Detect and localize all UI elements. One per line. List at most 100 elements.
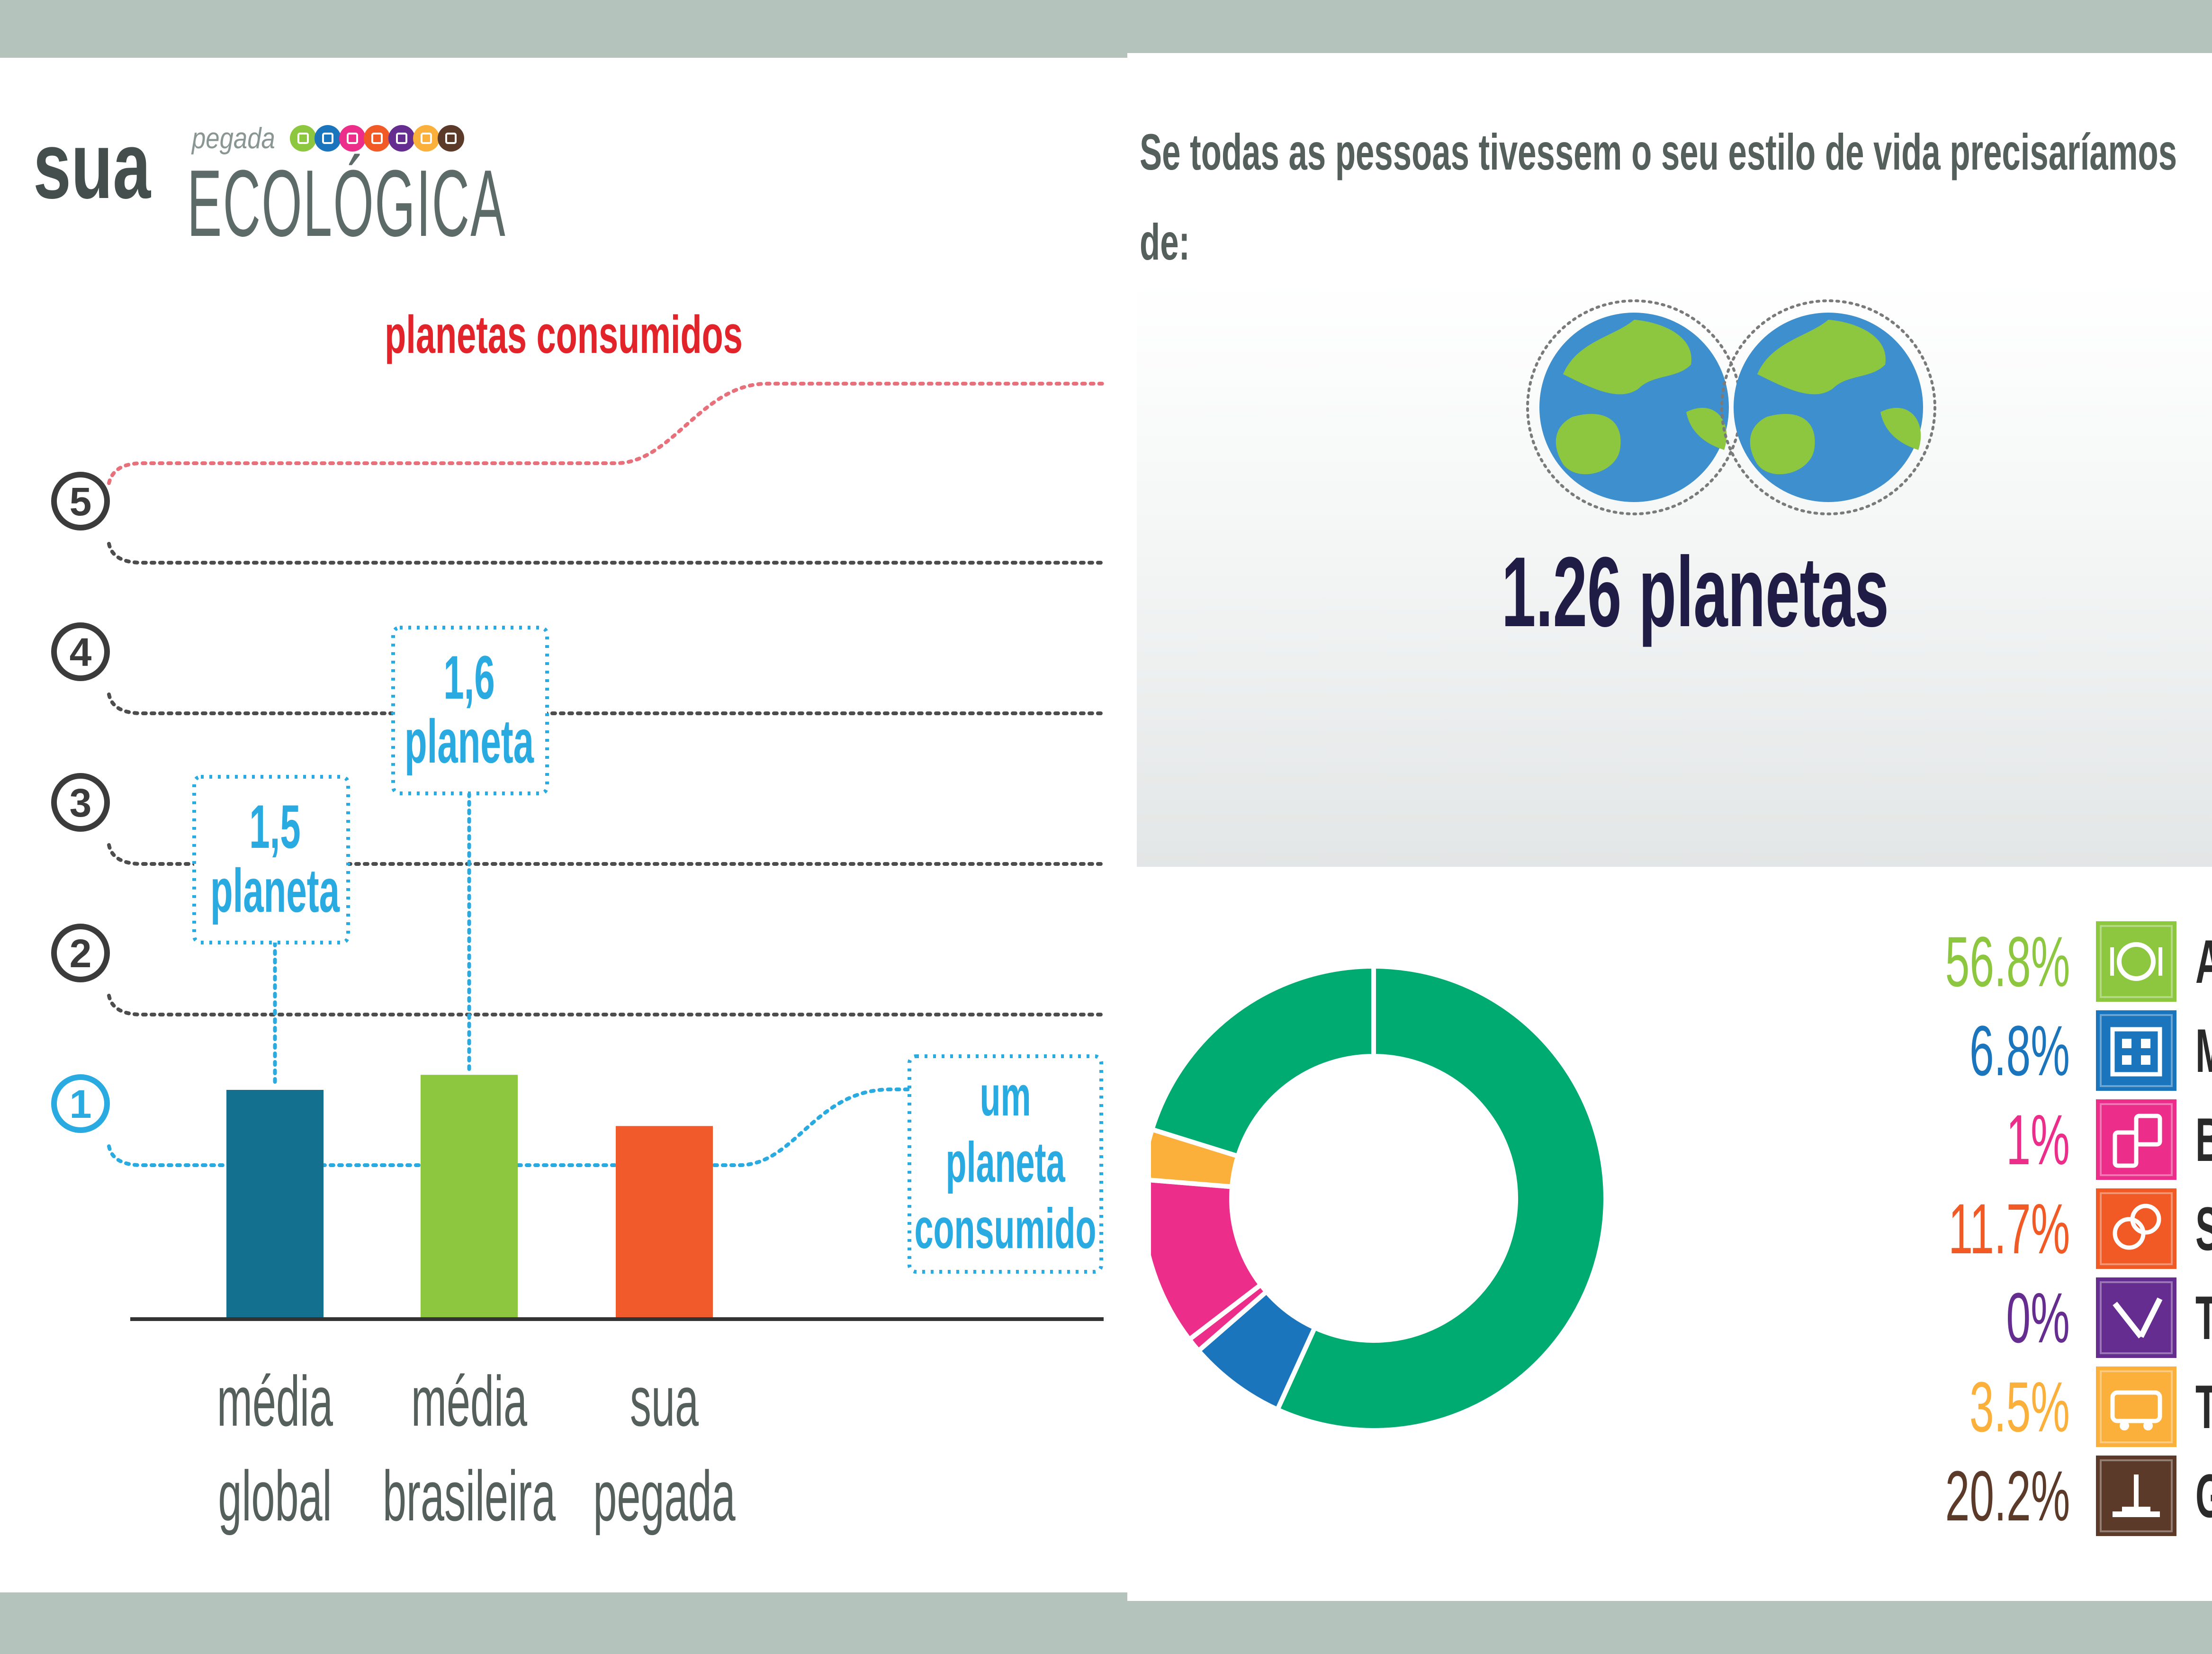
donut-slice-alimentação <box>1274 964 1608 1433</box>
legend-row-transporte: 3.5% Transporte <box>1686 1366 2212 1447</box>
callout-box <box>391 626 549 795</box>
government-icon <box>2096 1456 2176 1536</box>
bottom-band-right <box>1127 1601 2212 1654</box>
legend-percent: 0% <box>2006 1278 2070 1357</box>
legend-category-label: Bens <box>2195 1099 2212 1180</box>
y-tick-label: 4 <box>70 630 92 674</box>
y-tick-circle <box>51 773 110 832</box>
category-label: média <box>217 1362 333 1441</box>
legend-percent: 20.2% <box>1945 1456 2070 1536</box>
reference-box <box>908 1054 1103 1274</box>
legend-row-governo: 20.2% Governo <box>1686 1456 2212 1536</box>
logo-dot <box>315 125 341 152</box>
legend-percent: 11.7% <box>1948 1189 2070 1268</box>
chart-title: planetas consumidos <box>385 306 743 365</box>
plate-icon <box>2096 921 2176 1002</box>
callout-label: planeta <box>405 707 534 776</box>
gridline-3 <box>107 843 1106 866</box>
bar-2 <box>421 1075 518 1319</box>
tobacco-icon <box>2096 1277 2176 1358</box>
globe-land <box>1757 320 1886 395</box>
logo-dot <box>438 125 464 152</box>
legend-percent: 6.8% <box>1969 1011 2070 1090</box>
logo-dot-glyph <box>445 133 457 144</box>
y-tick-label: 1 <box>70 1082 92 1126</box>
reference-label: um <box>980 1064 1031 1128</box>
y-tick-circle <box>51 1074 110 1133</box>
planet-globe <box>1526 299 1742 515</box>
legend-category-label: Transporte <box>2195 1366 2212 1447</box>
gridline-5 <box>107 542 1106 565</box>
logo-dot <box>388 125 415 152</box>
donut-slice-serviço <box>1151 1178 1264 1343</box>
legend-row-bens: 1% Bens <box>1686 1099 2212 1180</box>
legend-row-serviço: 11.7% Serviço <box>1686 1188 2212 1269</box>
logo-icons <box>289 119 478 157</box>
y-tick-circle <box>51 622 110 681</box>
top-band-right <box>1127 0 2212 53</box>
legend-category-label: Alimentação <box>2195 921 2212 1002</box>
legend-percent: 56.8% <box>1945 922 2070 1001</box>
callout-label: 1,5 <box>249 792 300 861</box>
logo-dot-glyph <box>322 133 333 144</box>
callout-box <box>192 775 350 944</box>
globe-land <box>1686 408 1727 450</box>
bar-1 <box>226 1090 324 1319</box>
planet-globe <box>1720 299 1936 515</box>
y-tick-label: 2 <box>70 931 92 976</box>
donut-slice-governo <box>1151 964 1376 1160</box>
legend-category-label: Governo <box>2195 1456 2212 1536</box>
goods-icon <box>2096 1099 2176 1180</box>
headline-line1: Se todas as pessoas tivessem o seu estil… <box>1140 123 2177 180</box>
globe-orbit <box>1720 299 1936 515</box>
logo-ecologica-text: ECOLÓGICA <box>187 151 506 256</box>
logo-dot <box>364 125 390 152</box>
logo-dot <box>339 125 366 152</box>
footprint-comparison-panel: sua pegada ECOLÓGICA planetas consumidos… <box>33 113 1106 1536</box>
bar-3 <box>616 1126 713 1319</box>
logo-dot <box>413 125 440 152</box>
legend-row-moradia: 6.8% Moradia <box>1686 1010 2212 1091</box>
category-label: global <box>218 1456 332 1536</box>
logo-sua-text: sua <box>33 113 151 218</box>
globe-land <box>1556 414 1621 475</box>
legend-row-alimentação: 56.8% Alimentação <box>1686 921 2212 1002</box>
planets-bar-chart: planetas consumidos 1 2 3 4 5 média global média… <box>51 306 1106 1536</box>
logo-dot-glyph <box>421 133 432 144</box>
logo-pegada-text: pegada <box>192 122 275 155</box>
category-label: sua <box>630 1362 699 1441</box>
logo-dot-glyph <box>396 133 407 144</box>
top-band-left <box>0 0 1127 58</box>
reference-label: planeta <box>945 1130 1065 1194</box>
top-curve-line <box>107 382 1106 485</box>
planet-globes <box>1526 299 1936 515</box>
gridline-2 <box>107 994 1106 1016</box>
house-icon <box>2096 1010 2176 1091</box>
planets-count-label: 1.26 planetas <box>1502 536 1889 647</box>
y-tick-label: 3 <box>70 781 92 825</box>
category-legend: 56.8% Alimentação 6.8% Moradia 1% Bens 11.7% Se… <box>1686 921 2212 1551</box>
category-label: média <box>411 1362 527 1441</box>
legend-category-label: Serviço <box>2195 1188 2212 1269</box>
y-tick-circle <box>51 924 110 982</box>
y-tick-circle <box>51 472 110 530</box>
category-donut-chart <box>1151 964 1608 1433</box>
headline-line2: de: <box>1140 213 1190 270</box>
globe-land <box>1880 408 1921 450</box>
legend-percent: 1% <box>2006 1100 2070 1179</box>
legend-row-tabaco: 0% Tabaco <box>1686 1277 2212 1358</box>
logo-dot-glyph <box>371 133 383 144</box>
transport-icon <box>2096 1366 2176 1447</box>
y-tick-label: 5 <box>70 479 92 524</box>
gridline-4 <box>107 692 1106 715</box>
logo-dot-glyph <box>297 133 309 144</box>
reference-label: consumido <box>915 1196 1097 1260</box>
globe-land <box>1750 414 1815 475</box>
reference-line <box>107 1088 916 1167</box>
legend-percent: 3.5% <box>1969 1367 2070 1447</box>
category-label: pegada <box>593 1456 735 1536</box>
callout-label: 1,6 <box>443 643 495 712</box>
result-panel: Se todas as pessoas tivessem o seu estil… <box>1127 0 2212 1654</box>
bottom-band-left <box>0 1592 1127 1654</box>
logo-dot <box>290 125 316 152</box>
